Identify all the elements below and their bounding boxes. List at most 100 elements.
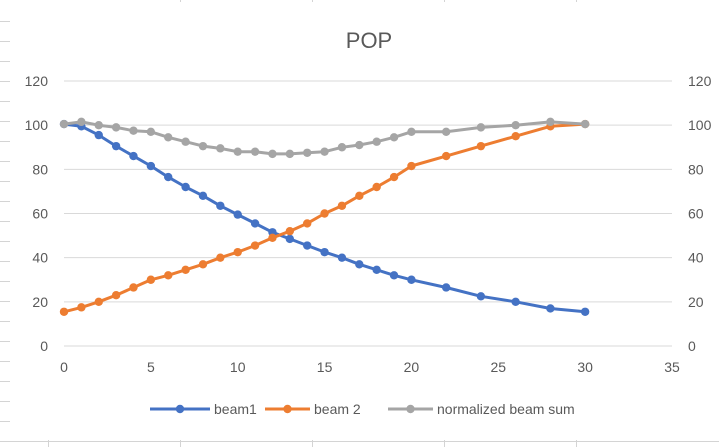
data-point — [216, 144, 225, 153]
data-point — [233, 247, 242, 257]
data-point — [250, 147, 260, 156]
data-point — [111, 141, 121, 151]
data-point — [129, 283, 138, 292]
legend-item[interactable]: beam 2 — [265, 401, 361, 417]
data-point — [320, 209, 329, 218]
y2-tick-label: 100 — [688, 117, 712, 133]
x-tick-label: 20 — [404, 359, 420, 375]
data-point — [337, 143, 347, 152]
y-tick-label: 120 — [25, 73, 49, 89]
data-point — [181, 182, 190, 192]
data-point — [77, 303, 86, 312]
data-point — [546, 117, 555, 127]
data-point — [181, 137, 190, 146]
data-point — [216, 201, 225, 210]
series-1 — [59, 119, 590, 316]
data-point — [94, 297, 103, 307]
y-tick-label: 20 — [32, 294, 48, 310]
x-tick-label: 0 — [60, 359, 68, 375]
data-point — [389, 133, 399, 142]
data-point — [94, 120, 103, 130]
legend-label: beam 2 — [314, 401, 361, 417]
y2-tick-label: 120 — [688, 73, 712, 89]
data-point — [355, 260, 364, 269]
data-point — [198, 191, 208, 201]
data-point — [59, 119, 69, 129]
x-tick-label: 30 — [577, 359, 593, 375]
data-point — [250, 241, 260, 250]
y-axis-tick-labels: 0 20 40 60 80 100 120 — [25, 73, 49, 354]
y2-tick-label: 20 — [688, 294, 704, 310]
data-point — [372, 265, 381, 275]
x-axis-tick-labels: 0 5 10 15 20 25 30 35 — [60, 359, 680, 375]
data-point — [372, 137, 381, 146]
data-point — [146, 275, 156, 284]
data-point — [441, 151, 451, 161]
data-point — [546, 304, 555, 313]
data-point — [77, 117, 86, 127]
data-point — [476, 141, 486, 151]
data-point — [164, 172, 173, 182]
data-point — [198, 260, 208, 269]
data-point — [146, 161, 156, 171]
y-tick-label: 80 — [32, 161, 48, 177]
legend-item[interactable]: normalized beam sum — [388, 401, 575, 417]
y-tick-label: 0 — [40, 338, 48, 354]
series-group — [59, 117, 590, 316]
data-point — [129, 151, 138, 161]
data-point — [94, 130, 103, 140]
data-point — [164, 271, 173, 280]
legend-swatch-marker — [175, 404, 185, 414]
data-point — [476, 292, 486, 301]
y2-tick-label: 40 — [688, 250, 704, 266]
data-point — [198, 141, 208, 151]
data-point — [372, 182, 381, 192]
data-point — [580, 307, 590, 316]
data-point — [511, 120, 520, 130]
data-point — [355, 140, 364, 150]
data-point — [303, 241, 312, 250]
data-point — [146, 127, 156, 136]
data-point — [407, 127, 416, 136]
x-tick-label: 35 — [664, 359, 680, 375]
data-point — [111, 123, 121, 132]
series-2 — [59, 117, 590, 159]
data-point — [337, 253, 347, 262]
data-point — [320, 247, 329, 257]
legend: beam1 beam 2 normalized beam sum — [150, 401, 575, 417]
data-point — [250, 219, 260, 228]
data-point — [216, 253, 225, 262]
data-point — [407, 275, 416, 284]
data-point — [441, 127, 451, 136]
x-tick-label: 25 — [490, 359, 506, 375]
data-point — [233, 210, 242, 219]
y2-tick-label: 80 — [688, 161, 704, 177]
legend-swatch-marker — [283, 404, 292, 414]
y-tick-label: 100 — [25, 117, 49, 133]
data-point — [164, 133, 173, 142]
data-point — [511, 297, 520, 307]
y2-tick-label: 60 — [688, 206, 704, 222]
data-point — [285, 234, 295, 244]
data-point — [303, 148, 312, 157]
data-point — [389, 271, 399, 280]
y-tick-label: 40 — [32, 250, 48, 266]
data-point — [580, 119, 590, 129]
legend-label: normalized beam sum — [437, 401, 575, 417]
series-0 — [59, 119, 590, 316]
data-point — [337, 201, 347, 210]
data-point — [59, 307, 69, 316]
y-tick-label: 60 — [32, 206, 48, 222]
chart-title: POP — [346, 28, 392, 53]
legend-item[interactable]: beam1 — [150, 401, 257, 417]
data-point — [320, 147, 329, 156]
chart-area[interactable] — [10, 2, 719, 440]
data-point — [268, 149, 277, 159]
data-point — [303, 219, 312, 228]
x-tick-label: 10 — [230, 359, 246, 375]
secondary-y-axis-tick-labels: 0 20 40 60 80 100 120 — [688, 73, 712, 354]
data-point — [441, 283, 451, 292]
data-point — [233, 147, 242, 156]
data-point — [389, 172, 399, 182]
